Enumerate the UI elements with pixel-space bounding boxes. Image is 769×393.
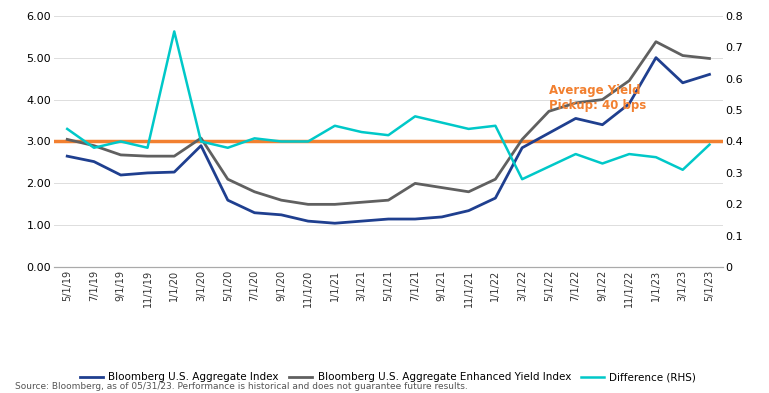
Difference (RHS) xyxy=(357,130,366,134)
Bloomberg U.S. Aggregate Enhanced Yield Index xyxy=(277,198,286,202)
Bloomberg U.S. Aggregate Enhanced Yield Index xyxy=(357,200,366,205)
Bloomberg U.S. Aggregate Index xyxy=(62,154,72,158)
Bloomberg U.S. Aggregate Enhanced Yield Index xyxy=(491,177,500,182)
Bloomberg U.S. Aggregate Index xyxy=(357,219,366,224)
Bloomberg U.S. Aggregate Enhanced Yield Index xyxy=(250,189,259,194)
Bloomberg U.S. Aggregate Enhanced Yield Index xyxy=(223,177,232,182)
Difference (RHS) xyxy=(438,120,447,125)
Bloomberg U.S. Aggregate Index xyxy=(518,145,527,150)
Bloomberg U.S. Aggregate Index xyxy=(571,116,581,121)
Difference (RHS) xyxy=(571,152,581,156)
Bloomberg U.S. Aggregate Enhanced Yield Index xyxy=(651,39,661,44)
Difference (RHS) xyxy=(464,127,473,131)
Text: Source: Bloomberg, as of 05/31/23. Performance is historical and does not guaran: Source: Bloomberg, as of 05/31/23. Perfo… xyxy=(15,382,468,391)
Bloomberg U.S. Aggregate Enhanced Yield Index xyxy=(304,202,313,207)
Bloomberg U.S. Aggregate Enhanced Yield Index xyxy=(411,181,420,186)
Bloomberg U.S. Aggregate Index xyxy=(223,198,232,202)
Bloomberg U.S. Aggregate Index xyxy=(438,215,447,219)
Bloomberg U.S. Aggregate Index xyxy=(651,55,661,60)
Difference (RHS) xyxy=(705,142,714,147)
Bloomberg U.S. Aggregate Index xyxy=(143,171,152,175)
Difference (RHS) xyxy=(170,29,179,34)
Bloomberg U.S. Aggregate Enhanced Yield Index xyxy=(170,154,179,158)
Difference (RHS) xyxy=(223,145,232,150)
Bloomberg U.S. Aggregate Index xyxy=(624,101,634,106)
Difference (RHS) xyxy=(304,139,313,144)
Line: Bloomberg U.S. Aggregate Enhanced Yield Index: Bloomberg U.S. Aggregate Enhanced Yield … xyxy=(67,42,710,204)
Bloomberg U.S. Aggregate Index xyxy=(678,81,687,85)
Text: Average Yield
Pickup: 40 bps: Average Yield Pickup: 40 bps xyxy=(549,84,646,112)
Bloomberg U.S. Aggregate Enhanced Yield Index xyxy=(598,97,607,102)
Difference (RHS) xyxy=(89,145,98,150)
Bloomberg U.S. Aggregate Index xyxy=(250,210,259,215)
Bloomberg U.S. Aggregate Index xyxy=(116,173,125,177)
Bloomberg U.S. Aggregate Index xyxy=(384,217,393,221)
Bloomberg U.S. Aggregate Enhanced Yield Index xyxy=(330,202,339,207)
Bloomberg U.S. Aggregate Index xyxy=(89,159,98,164)
Difference (RHS) xyxy=(116,139,125,144)
Bloomberg U.S. Aggregate Index xyxy=(411,217,420,221)
Difference (RHS) xyxy=(678,167,687,172)
Difference (RHS) xyxy=(196,139,205,144)
Difference (RHS) xyxy=(384,133,393,138)
Line: Difference (RHS): Difference (RHS) xyxy=(67,31,710,179)
Bloomberg U.S. Aggregate Enhanced Yield Index xyxy=(438,185,447,190)
Bloomberg U.S. Aggregate Enhanced Yield Index xyxy=(518,137,527,142)
Difference (RHS) xyxy=(411,114,420,119)
Difference (RHS) xyxy=(544,164,554,169)
Bloomberg U.S. Aggregate Enhanced Yield Index xyxy=(678,53,687,58)
Bloomberg U.S. Aggregate Enhanced Yield Index xyxy=(143,154,152,158)
Bloomberg U.S. Aggregate Enhanced Yield Index xyxy=(196,136,205,140)
Bloomberg U.S. Aggregate Index xyxy=(304,219,313,224)
Difference (RHS) xyxy=(598,161,607,166)
Bloomberg U.S. Aggregate Index xyxy=(705,72,714,77)
Bloomberg U.S. Aggregate Enhanced Yield Index xyxy=(384,198,393,202)
Difference (RHS) xyxy=(277,139,286,144)
Line: Bloomberg U.S. Aggregate Index: Bloomberg U.S. Aggregate Index xyxy=(67,58,710,223)
Difference (RHS) xyxy=(518,177,527,182)
Bloomberg U.S. Aggregate Enhanced Yield Index xyxy=(116,152,125,157)
Bloomberg U.S. Aggregate Index xyxy=(464,208,473,213)
Bloomberg U.S. Aggregate Enhanced Yield Index xyxy=(544,109,554,114)
Bloomberg U.S. Aggregate Enhanced Yield Index xyxy=(571,101,581,105)
Difference (RHS) xyxy=(624,152,634,156)
Bloomberg U.S. Aggregate Enhanced Yield Index xyxy=(62,137,72,142)
Bloomberg U.S. Aggregate Enhanced Yield Index xyxy=(705,56,714,61)
Bloomberg U.S. Aggregate Enhanced Yield Index xyxy=(89,143,98,148)
Bloomberg U.S. Aggregate Index xyxy=(277,213,286,217)
Bloomberg U.S. Aggregate Index xyxy=(170,170,179,174)
Difference (RHS) xyxy=(143,145,152,150)
Difference (RHS) xyxy=(491,123,500,128)
Legend: Bloomberg U.S. Aggregate Index, Bloomberg U.S. Aggregate Enhanced Yield Index, D: Bloomberg U.S. Aggregate Index, Bloomber… xyxy=(76,368,701,386)
Bloomberg U.S. Aggregate Enhanced Yield Index xyxy=(464,189,473,194)
Bloomberg U.S. Aggregate Index xyxy=(330,221,339,226)
Difference (RHS) xyxy=(250,136,259,141)
Difference (RHS) xyxy=(62,127,72,131)
Difference (RHS) xyxy=(330,123,339,128)
Bloomberg U.S. Aggregate Enhanced Yield Index xyxy=(624,78,634,83)
Bloomberg U.S. Aggregate Index xyxy=(598,122,607,127)
Bloomberg U.S. Aggregate Index xyxy=(491,196,500,200)
Difference (RHS) xyxy=(651,155,661,160)
Bloomberg U.S. Aggregate Index xyxy=(196,143,205,148)
Bloomberg U.S. Aggregate Index xyxy=(544,131,554,136)
